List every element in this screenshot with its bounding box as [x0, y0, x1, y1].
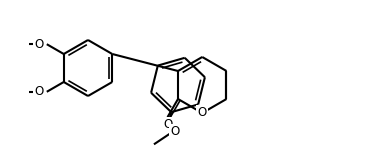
Text: O: O [171, 125, 180, 138]
Text: O: O [163, 118, 172, 131]
Text: O: O [198, 106, 207, 120]
Text: O: O [34, 85, 44, 98]
Text: O: O [34, 38, 44, 51]
